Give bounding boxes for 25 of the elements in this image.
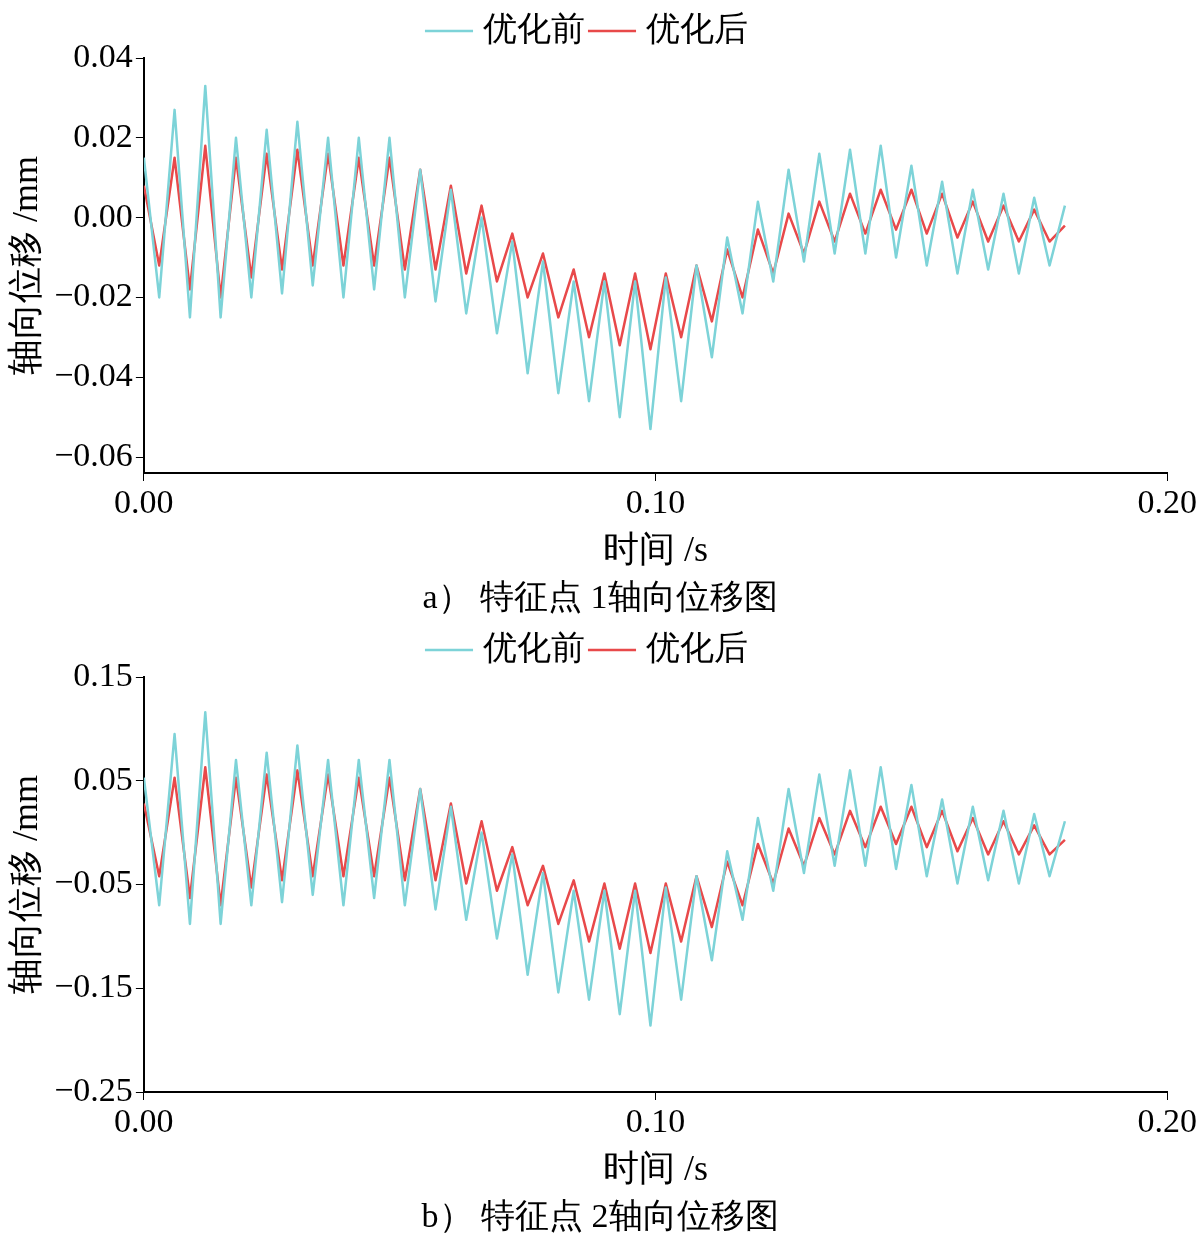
x-tick-label: 0.10 (625, 483, 686, 521)
legend-label: 优化前 (483, 9, 585, 47)
y-tick-label: −0.02 (54, 276, 133, 314)
legend-label: 优化后 (646, 628, 748, 666)
y-axis-title: 轴向位移 /mm (5, 774, 46, 995)
y-tick-label: 0.04 (73, 36, 133, 74)
legend-label: 优化前 (483, 628, 585, 666)
y-tick-label: 0.00 (73, 196, 133, 234)
x-tick-label: 0.00 (114, 483, 174, 521)
x-tick-label: 0.10 (625, 1102, 686, 1140)
y-tick-label: −0.04 (54, 356, 133, 394)
legend-label: 优化后 (646, 9, 748, 47)
text: a） 特征点 1轴向位移图 (421, 577, 779, 617)
y-tick-label: 0.05 (73, 759, 133, 797)
x-tick-label: 0.20 (1137, 1102, 1197, 1140)
x-axis-title: 时间 /s (603, 1147, 709, 1188)
y-tick-label: 0.15 (73, 655, 133, 693)
y-axis-title: 轴向位移 /mm (5, 155, 46, 376)
y-tick-label: −0.06 (54, 435, 133, 473)
y-tick-label: −0.05 (54, 863, 133, 901)
text: b） 特征点 2轴向位移图 (420, 1196, 780, 1236)
x-axis-title: 时间 /s (603, 528, 709, 569)
y-tick-label: −0.15 (54, 967, 133, 1005)
y-tick-label: 0.02 (73, 116, 133, 154)
x-tick-label: 0.20 (1137, 483, 1197, 521)
